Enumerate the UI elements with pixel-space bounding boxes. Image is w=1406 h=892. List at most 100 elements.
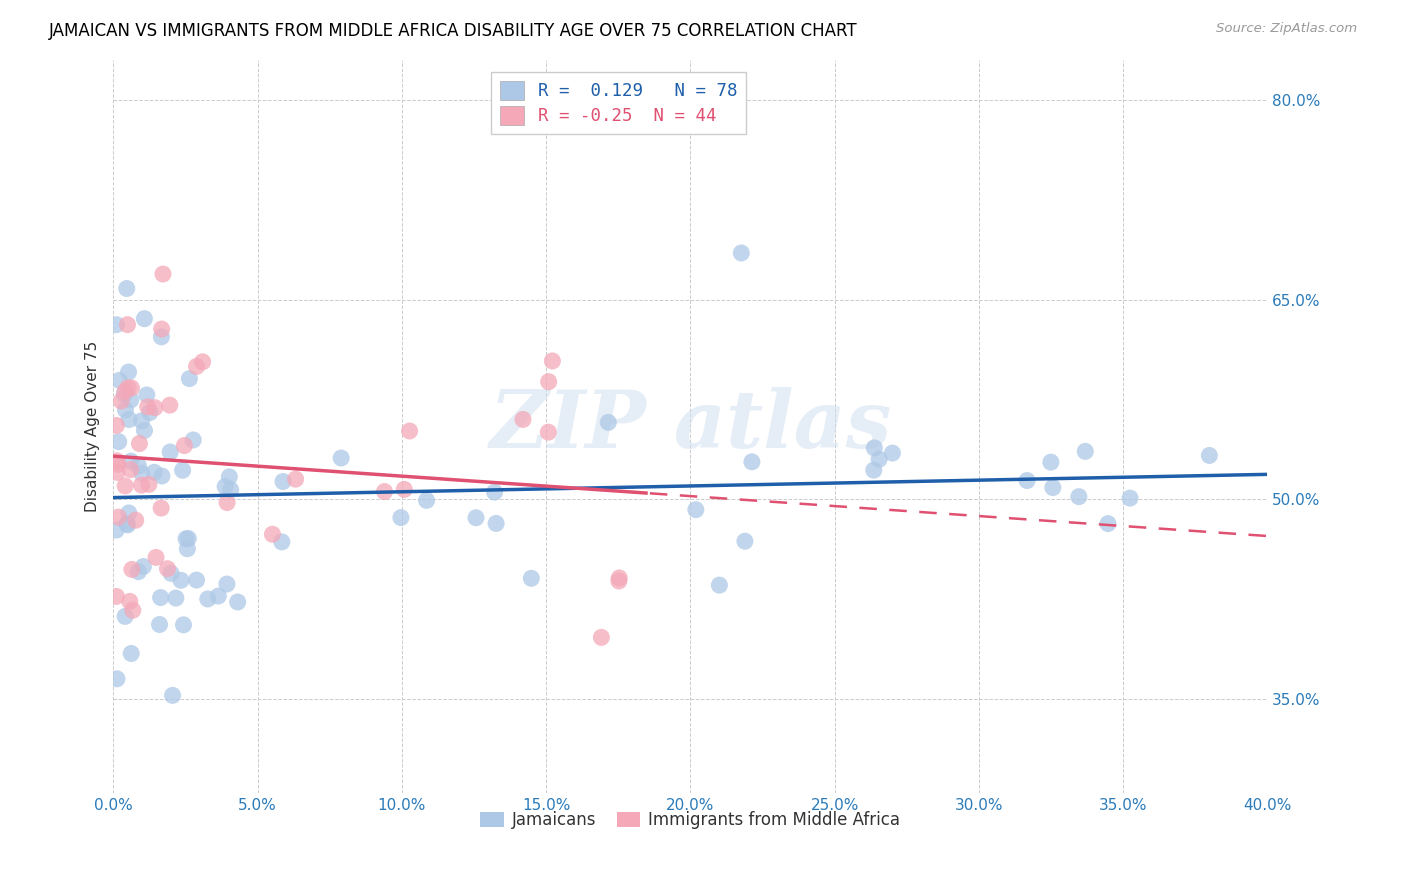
Text: Source: ZipAtlas.com: Source: ZipAtlas.com — [1216, 22, 1357, 36]
Point — [868, 452, 890, 467]
Point — [110, 394, 132, 409]
Point — [685, 502, 707, 516]
Point — [172, 463, 194, 477]
Point — [105, 672, 128, 686]
Point — [128, 458, 150, 473]
Point — [138, 477, 160, 491]
Point — [156, 562, 179, 576]
Point — [882, 446, 904, 460]
Point — [734, 534, 756, 549]
Point — [120, 462, 142, 476]
Point — [114, 609, 136, 624]
Point — [125, 513, 148, 527]
Point — [136, 400, 159, 414]
Point — [394, 483, 416, 497]
Point — [176, 541, 198, 556]
Point — [118, 412, 141, 426]
Point — [132, 559, 155, 574]
Point — [165, 591, 187, 605]
Point — [1067, 490, 1090, 504]
Point — [1198, 449, 1220, 463]
Point — [537, 425, 560, 439]
Point — [135, 388, 157, 402]
Point — [174, 532, 197, 546]
Point — [118, 594, 141, 608]
Point — [591, 631, 613, 645]
Point — [121, 562, 143, 576]
Point — [271, 475, 294, 489]
Point — [150, 330, 173, 344]
Point — [131, 478, 153, 492]
Point — [177, 532, 200, 546]
Point — [214, 479, 236, 493]
Point — [730, 246, 752, 260]
Point — [105, 318, 128, 332]
Point — [512, 412, 534, 426]
Point — [219, 483, 242, 497]
Legend: Jamaicans, Immigrants from Middle Africa: Jamaicans, Immigrants from Middle Africa — [474, 805, 907, 836]
Point — [741, 455, 763, 469]
Point — [330, 450, 353, 465]
Point — [127, 565, 149, 579]
Point — [105, 523, 128, 537]
Point — [1042, 481, 1064, 495]
Point — [148, 617, 170, 632]
Point — [1097, 516, 1119, 531]
Point — [415, 493, 437, 508]
Point — [541, 354, 564, 368]
Point — [226, 595, 249, 609]
Point — [149, 591, 172, 605]
Point — [159, 398, 181, 412]
Point — [485, 516, 508, 531]
Point — [197, 591, 219, 606]
Point — [115, 281, 138, 295]
Point — [120, 454, 142, 468]
Point — [105, 454, 128, 468]
Point — [270, 534, 292, 549]
Point — [484, 485, 506, 500]
Point — [115, 516, 138, 531]
Point — [284, 472, 307, 486]
Point — [186, 359, 208, 374]
Point — [537, 375, 560, 389]
Point — [389, 510, 412, 524]
Point — [862, 463, 884, 477]
Point — [150, 501, 173, 516]
Point — [134, 311, 156, 326]
Point — [709, 578, 731, 592]
Point — [107, 510, 129, 524]
Point — [1074, 444, 1097, 458]
Point — [131, 414, 153, 428]
Point — [117, 381, 139, 395]
Point — [181, 433, 204, 447]
Point — [262, 527, 284, 541]
Point — [218, 470, 240, 484]
Point — [191, 355, 214, 369]
Text: ZIP atlas: ZIP atlas — [489, 387, 891, 465]
Point — [143, 401, 166, 415]
Point — [120, 647, 142, 661]
Point — [114, 479, 136, 493]
Point — [607, 571, 630, 585]
Point — [105, 590, 128, 604]
Point — [128, 436, 150, 450]
Point — [118, 506, 141, 520]
Point — [215, 577, 238, 591]
Point — [117, 517, 139, 532]
Point — [398, 424, 420, 438]
Point — [114, 384, 136, 399]
Point — [173, 438, 195, 452]
Point — [159, 445, 181, 459]
Point — [107, 434, 129, 449]
Point — [598, 416, 620, 430]
Point — [105, 466, 128, 480]
Point — [145, 550, 167, 565]
Point — [373, 484, 395, 499]
Point — [863, 441, 886, 455]
Point — [207, 589, 229, 603]
Point — [160, 566, 183, 581]
Point — [162, 689, 184, 703]
Point — [131, 466, 153, 480]
Point — [134, 424, 156, 438]
Point — [117, 365, 139, 379]
